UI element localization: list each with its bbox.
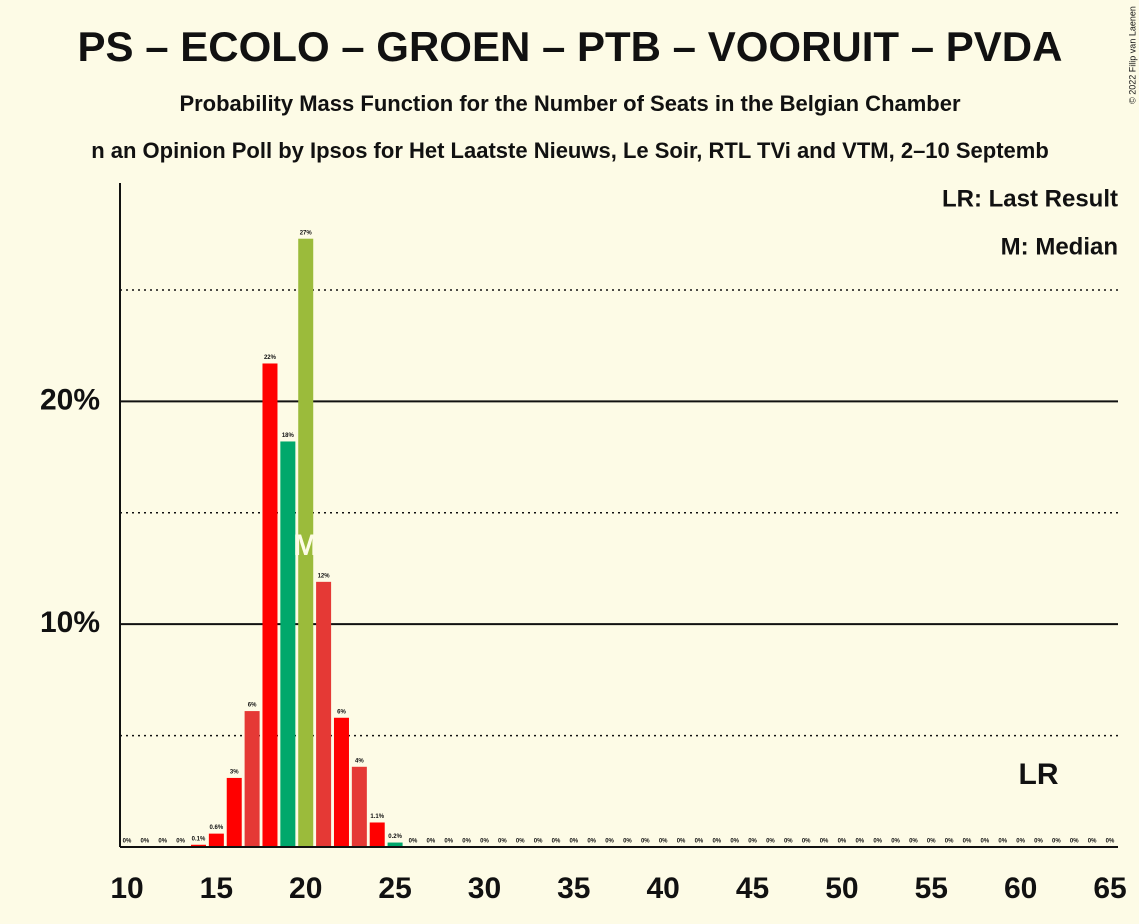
- value-label: 27%: [300, 230, 313, 236]
- legend-entry: LR: Last Result: [942, 185, 1118, 212]
- value-label: 0%: [176, 839, 185, 845]
- value-label: 0%: [677, 839, 686, 845]
- value-label: 0%: [963, 839, 972, 845]
- bar: [208, 833, 224, 847]
- value-label: 6%: [248, 703, 257, 709]
- bar: [351, 766, 367, 847]
- value-label: 0%: [1052, 839, 1061, 845]
- value-label: 0%: [873, 839, 882, 845]
- value-label: 0%: [141, 839, 150, 845]
- value-label: 0%: [462, 839, 471, 845]
- value-label: 0%: [748, 839, 757, 845]
- value-label: 0%: [945, 839, 954, 845]
- value-label: 0%: [838, 839, 847, 845]
- value-label: 0%: [1016, 839, 1025, 845]
- legend-entry: M: Median: [1001, 233, 1118, 260]
- chart-title: PS – ECOLO – GROEN – PTB – VOORUIT – PVD…: [78, 23, 1063, 70]
- value-label: 0%: [695, 839, 704, 845]
- value-label: 0%: [712, 839, 721, 845]
- value-label: 1.1%: [370, 814, 384, 820]
- x-tick-label: 65: [1093, 872, 1126, 905]
- value-label: 0%: [534, 839, 543, 845]
- x-tick-label: 25: [378, 872, 411, 905]
- value-label: 0%: [605, 839, 614, 845]
- value-label: 0%: [641, 839, 650, 845]
- value-label: 0%: [784, 839, 793, 845]
- value-label: 0%: [623, 839, 632, 845]
- value-label: 0%: [730, 839, 739, 845]
- x-tick-label: 20: [289, 872, 322, 905]
- value-label: 0.2%: [388, 834, 402, 840]
- median-marker: M: [293, 529, 318, 562]
- value-label: 0%: [569, 839, 578, 845]
- value-label: 0%: [1034, 839, 1043, 845]
- value-label: 0%: [552, 839, 561, 845]
- x-tick-label: 35: [557, 872, 590, 905]
- bar: [333, 717, 349, 847]
- bar: [190, 844, 206, 847]
- value-label: 22%: [264, 355, 277, 361]
- value-label: 12%: [318, 573, 331, 579]
- value-label: 0%: [802, 839, 811, 845]
- value-label: 0%: [659, 839, 668, 845]
- value-label: 0%: [516, 839, 525, 845]
- x-tick-label: 30: [468, 872, 501, 905]
- value-label: 0%: [891, 839, 900, 845]
- x-tick-label: 50: [825, 872, 858, 905]
- bar: [226, 777, 242, 847]
- value-label: 0.1%: [192, 836, 206, 842]
- value-label: 0%: [855, 839, 864, 845]
- value-label: 0%: [444, 839, 453, 845]
- value-label: 4%: [355, 758, 364, 764]
- value-label: 3%: [230, 770, 239, 776]
- last-result-marker: LR: [1019, 758, 1059, 791]
- bar: [387, 842, 403, 847]
- value-label: 0%: [158, 839, 167, 845]
- bar: [298, 238, 314, 847]
- value-label: 0%: [123, 839, 132, 845]
- value-label: 0.6%: [210, 825, 224, 831]
- value-label: 6%: [337, 709, 346, 715]
- bar: [244, 711, 260, 847]
- bar: [262, 363, 278, 847]
- bar: [316, 581, 332, 847]
- value-label: 0%: [1106, 839, 1115, 845]
- chart-subtitle: Probability Mass Function for the Number…: [179, 91, 961, 116]
- x-tick-label: 55: [915, 872, 948, 905]
- value-label: 0%: [927, 839, 936, 845]
- value-label: 0%: [1088, 839, 1097, 845]
- value-label: 0%: [409, 839, 418, 845]
- value-label: 0%: [998, 839, 1007, 845]
- value-label: 18%: [282, 433, 295, 439]
- x-tick-label: 60: [1004, 872, 1037, 905]
- x-tick-label: 15: [200, 872, 233, 905]
- value-label: 0%: [498, 839, 507, 845]
- value-label: 0%: [480, 839, 489, 845]
- value-label: 0%: [820, 839, 829, 845]
- bar: [280, 441, 296, 847]
- chart-subtitle: n an Opinion Poll by Ipsos for Het Laats…: [91, 138, 1049, 163]
- y-tick-label: 10%: [40, 606, 100, 639]
- x-tick-label: 45: [736, 872, 769, 905]
- bar: [369, 822, 385, 847]
- x-tick-label: 10: [110, 872, 143, 905]
- copyright: © 2022 Filip van Laenen: [1127, 6, 1137, 104]
- value-label: 0%: [427, 839, 436, 845]
- value-label: 0%: [909, 839, 918, 845]
- y-tick-label: 20%: [40, 383, 100, 416]
- value-label: 0%: [587, 839, 596, 845]
- value-label: 0%: [981, 839, 990, 845]
- value-label: 0%: [766, 839, 775, 845]
- value-label: 0%: [1070, 839, 1079, 845]
- x-tick-label: 40: [646, 872, 679, 905]
